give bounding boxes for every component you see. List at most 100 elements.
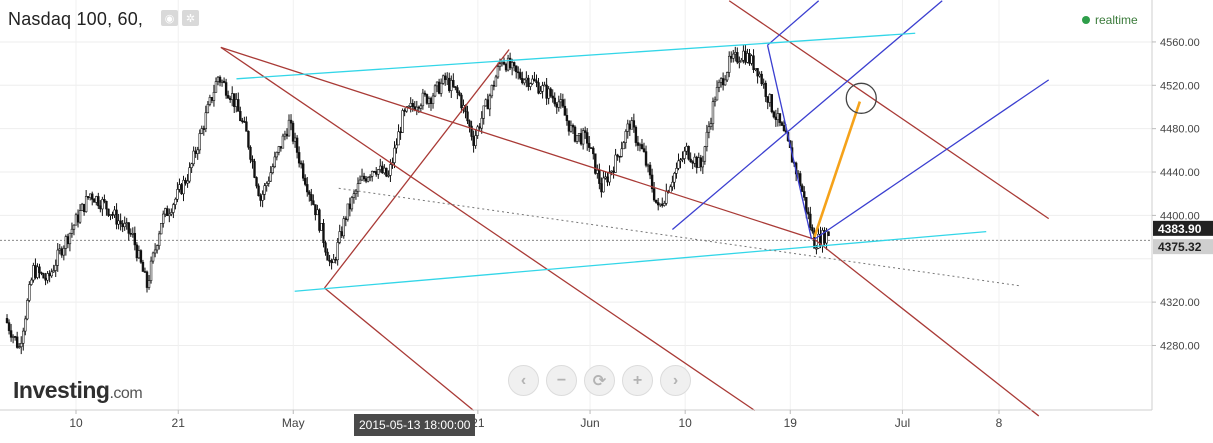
reset-button[interactable]: ⟳	[584, 365, 615, 396]
candle-body	[291, 122, 295, 142]
candle-body	[677, 160, 680, 169]
candle-body	[84, 196, 88, 212]
cyan-lower-line[interactable]	[294, 231, 987, 292]
candle-body	[697, 157, 700, 168]
pitchfork-lower-tine[interactable]	[324, 287, 475, 412]
candle-body	[123, 223, 126, 228]
pitchfork-upper-tine-early[interactable]	[220, 46, 756, 412]
orange-projection-line[interactable]	[813, 101, 862, 238]
candle-body	[425, 94, 429, 104]
x-tick-label: 19	[784, 416, 798, 430]
eye-icon[interactable]: ◉	[161, 10, 178, 26]
candle-body	[494, 76, 498, 87]
candle-body	[206, 104, 210, 114]
candle-body	[529, 83, 532, 87]
candle-body	[375, 171, 378, 175]
candle-body	[198, 133, 201, 151]
candle-body	[484, 99, 487, 107]
candle-body	[782, 125, 786, 132]
realtime-indicator: realtime	[1082, 13, 1138, 27]
zoom-in-button[interactable]: +	[622, 365, 653, 396]
zoom-out-button[interactable]: −	[546, 365, 577, 396]
candle-body	[224, 82, 228, 96]
scroll-right-button[interactable]: ›	[660, 365, 691, 396]
candle-body	[11, 336, 15, 338]
candle-body	[699, 157, 703, 168]
candle-body	[82, 203, 86, 212]
candle-body	[54, 265, 57, 271]
candle-body	[111, 214, 114, 216]
scroll-left-button[interactable]: ‹	[508, 365, 539, 396]
pitchfork-lower-tine-late[interactable]	[813, 238, 1040, 417]
candle-body	[407, 106, 410, 108]
candle-body	[559, 99, 563, 103]
candle-body	[717, 81, 721, 88]
candle-body	[186, 180, 189, 184]
candle-body	[620, 148, 623, 157]
candle-body	[364, 178, 368, 182]
candle-body	[235, 99, 238, 107]
candle-body	[636, 142, 640, 146]
candle-body	[417, 106, 421, 109]
pitchfork-handle[interactable]	[323, 49, 510, 289]
candle-body	[168, 213, 171, 217]
candle-body	[166, 208, 169, 217]
pitchfork-upper-tine-late[interactable]	[728, 0, 1050, 220]
candle-body	[366, 177, 370, 182]
candle-body	[249, 146, 252, 160]
candle-body	[28, 284, 31, 301]
candle-body	[279, 146, 283, 149]
candle-body	[567, 120, 571, 132]
blue-swing-line[interactable]	[766, 45, 813, 240]
candle-body	[121, 223, 124, 228]
candle-body	[488, 95, 492, 110]
candle-body	[328, 259, 331, 262]
candle-body	[626, 123, 629, 132]
gear-icon[interactable]: ✲	[182, 10, 199, 26]
candle-body	[498, 63, 502, 67]
candle-body	[393, 147, 396, 163]
candle-body	[200, 128, 203, 134]
candle-body	[220, 80, 224, 83]
candle-body	[768, 94, 771, 103]
candle-body	[139, 250, 143, 263]
candle-body	[452, 80, 455, 87]
candle-body	[590, 147, 593, 149]
pitchfork-median-line[interactable]	[220, 46, 815, 240]
cyan-upper-line[interactable]	[236, 32, 916, 80]
candle-body	[218, 76, 222, 83]
candle-body	[772, 111, 776, 118]
candle-body	[257, 185, 260, 197]
candle-body	[212, 91, 216, 101]
crosshair-date-label: 2015-05-13 18:00:00	[354, 414, 476, 436]
candle-body	[149, 260, 153, 281]
blue-upper-channel[interactable]	[767, 0, 820, 46]
blue-middle-channel[interactable]	[671, 0, 943, 230]
target-circle[interactable]	[845, 82, 877, 114]
candle-body	[652, 188, 656, 201]
candle-body	[107, 208, 110, 216]
candle-body	[746, 53, 749, 63]
candle-body	[101, 199, 104, 210]
candle-body	[650, 174, 654, 190]
candle-body	[360, 175, 364, 181]
candle-body	[214, 81, 218, 93]
candle-body	[443, 75, 447, 81]
candle-body	[160, 223, 163, 235]
candle-body	[13, 336, 17, 338]
blue-lower-channel[interactable]	[814, 79, 1050, 240]
drawings[interactable]	[220, 0, 1050, 417]
candle-body	[687, 146, 690, 160]
candle-body	[46, 273, 49, 281]
candle-body	[577, 133, 581, 136]
candle-body	[738, 61, 741, 64]
candle-body	[439, 83, 443, 94]
candle-body	[245, 121, 248, 132]
candle-body	[50, 271, 53, 277]
chart-title: Nasdaq 100, 60,	[8, 9, 144, 29]
candle-body	[715, 87, 719, 101]
candle-body	[275, 152, 279, 158]
candle-body	[109, 214, 112, 216]
